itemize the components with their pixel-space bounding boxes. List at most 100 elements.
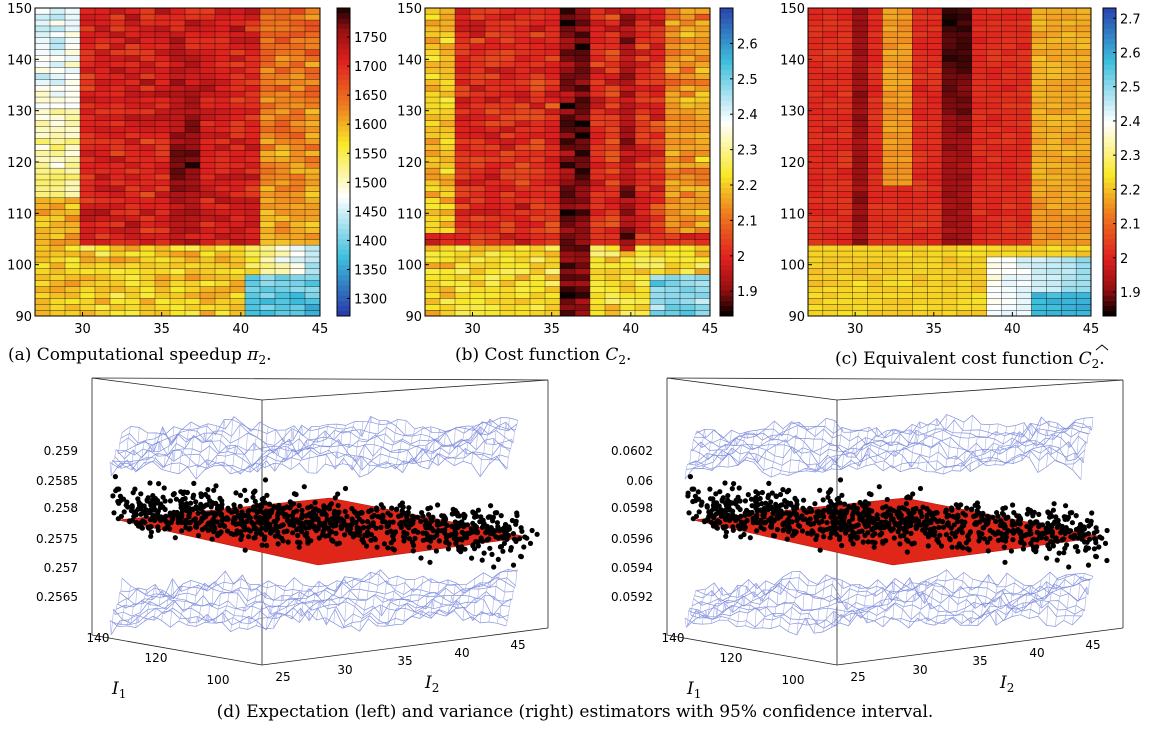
heatmap-cell — [694, 132, 711, 139]
heatmap-cell — [1001, 67, 1017, 74]
heatmap-cell — [679, 191, 696, 198]
heatmap-cell — [926, 268, 943, 275]
heatmap-cell — [664, 309, 681, 317]
heatmap-cell — [619, 256, 636, 264]
heatmap-cell — [619, 161, 636, 169]
heatmap-cell — [184, 215, 201, 222]
heatmap-cell — [289, 280, 306, 287]
data-point — [209, 536, 215, 542]
heatmap-cell — [514, 19, 531, 27]
heatmap-cell — [304, 292, 321, 299]
heatmap-cell — [837, 221, 854, 228]
heatmap-cell — [514, 37, 531, 44]
heatmap-cell — [1061, 286, 1077, 293]
data-point — [179, 528, 185, 534]
heatmap-cell — [664, 280, 681, 287]
data-point — [909, 514, 915, 520]
heatmap-cell — [807, 185, 824, 192]
heatmap-cell — [604, 232, 621, 240]
data-point — [380, 505, 386, 511]
heatmap-cell — [986, 114, 1003, 121]
heatmap-cell — [244, 78, 261, 86]
heatmap-cell — [259, 149, 276, 157]
heatmap-cell — [1061, 185, 1077, 192]
surface-line — [1011, 422, 1025, 464]
heatmap-cell — [49, 25, 66, 33]
heatmap-cell — [822, 268, 839, 275]
data-point — [445, 546, 451, 552]
heatmap-cell — [484, 102, 501, 110]
data-point — [193, 499, 199, 505]
heatmap-cell — [109, 25, 126, 33]
heatmap-cell — [664, 173, 681, 181]
heatmap-cell — [289, 185, 306, 192]
heatmap-cell — [852, 49, 868, 56]
heatmap-cell — [822, 37, 839, 44]
surface-line — [684, 430, 698, 480]
heatmap-cell — [214, 286, 231, 293]
heatmap-cell — [664, 221, 681, 228]
heatmap-cell — [604, 238, 621, 246]
heatmap-cell — [1031, 90, 1047, 98]
heatmap-cell — [139, 61, 156, 68]
heatmap-cell — [837, 84, 854, 92]
heatmap-cell — [274, 19, 291, 27]
heatmap-cell — [229, 61, 246, 68]
heatmap-cell — [1031, 37, 1047, 44]
heatmap-cell — [634, 197, 651, 204]
heatmap-cell — [499, 84, 516, 92]
heatmap-cell — [139, 203, 156, 210]
heatmap-cell — [956, 19, 973, 27]
data-point — [518, 554, 525, 560]
heatmap-cell — [822, 78, 839, 86]
heatmap-cell — [184, 13, 201, 21]
heatmap-cell — [649, 185, 666, 192]
heatmap-cell — [822, 72, 839, 80]
heatmap-cell — [1075, 173, 1092, 181]
heatmap-cell — [34, 215, 51, 222]
heatmap-cell — [139, 167, 156, 175]
heatmap-cell — [124, 203, 141, 210]
colorbar-tick-label: 1350 — [354, 264, 387, 279]
heatmap-cell — [619, 49, 636, 56]
heatmap-cell — [424, 96, 441, 104]
heatmap-cell — [619, 108, 636, 115]
heatmap-cell — [259, 67, 276, 74]
heatmap-cell — [199, 256, 216, 264]
heatmap-cell — [304, 238, 321, 246]
heatmap-cell — [941, 144, 958, 151]
heatmap-cell — [484, 221, 501, 228]
heatmap-cell — [484, 173, 501, 181]
colorbar-step — [337, 79, 350, 86]
heatmap-cell — [679, 90, 696, 98]
heatmap-cell — [439, 292, 456, 299]
heatmap-cell — [169, 102, 186, 110]
heatmap-cell — [807, 209, 824, 216]
data-point — [138, 491, 144, 497]
heatmap-cell — [154, 298, 171, 305]
heatmap-cell — [897, 108, 913, 115]
heatmap-cell — [229, 268, 246, 275]
heatmap-cell — [822, 84, 839, 92]
heatmap-cell — [274, 215, 291, 222]
heatmap-cell — [634, 72, 651, 80]
heatmap-cell — [867, 238, 883, 246]
heatmap-cell — [499, 7, 516, 15]
heatmap-cell — [807, 179, 824, 187]
heatmap-cell — [897, 72, 913, 80]
data-point — [145, 524, 151, 530]
heatmap-cell — [912, 197, 928, 204]
heatmap-cell — [1075, 108, 1092, 115]
data-point — [897, 541, 903, 547]
heatmap-cell — [649, 209, 666, 216]
heatmap-cell — [49, 185, 66, 192]
data-point — [475, 543, 481, 549]
surface-line — [848, 429, 861, 466]
heatmap-cell — [852, 43, 868, 50]
data-point — [717, 489, 723, 495]
heatmap-cell — [454, 173, 471, 181]
heatmap-cell — [822, 209, 839, 216]
heatmap-cell — [169, 13, 186, 21]
heatmap-cell — [604, 191, 621, 198]
data-point — [250, 494, 256, 500]
